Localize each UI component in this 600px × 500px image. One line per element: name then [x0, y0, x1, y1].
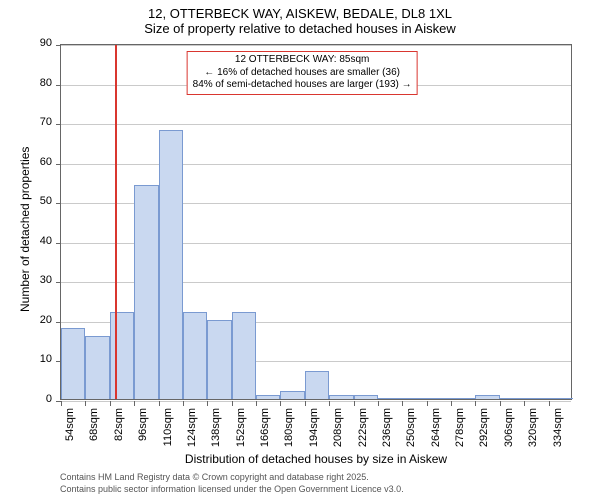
title-line-1: 12, OTTERBECK WAY, AISKEW, BEDALE, DL8 1…: [0, 6, 600, 21]
histogram-bar: [354, 395, 378, 399]
chart-container: 12, OTTERBECK WAY, AISKEW, BEDALE, DL8 1…: [0, 0, 600, 500]
x-tick-label: 166sqm: [259, 408, 271, 458]
x-tick-mark: [329, 401, 330, 406]
histogram-bar: [256, 395, 280, 399]
histogram-bar: [207, 320, 231, 399]
histogram-bar: [378, 398, 402, 399]
x-tick-label: 334sqm: [552, 408, 564, 458]
x-tick-mark: [451, 401, 452, 406]
histogram-bar: [329, 395, 353, 399]
x-tick-mark: [159, 401, 160, 406]
y-tick-mark: [56, 164, 61, 165]
x-tick-label: 292sqm: [478, 408, 490, 458]
histogram-bar: [305, 371, 329, 399]
y-tick-label: 10: [22, 353, 52, 365]
histogram-bar: [500, 398, 524, 399]
x-tick-label: 124sqm: [186, 408, 198, 458]
y-tick-label: 60: [22, 156, 52, 168]
x-tick-mark: [354, 401, 355, 406]
x-tick-mark: [402, 401, 403, 406]
histogram-bar: [475, 395, 499, 399]
x-tick-mark: [280, 401, 281, 406]
x-tick-label: 68sqm: [88, 408, 100, 458]
y-tick-mark: [56, 322, 61, 323]
x-tick-label: 194sqm: [308, 408, 320, 458]
x-tick-label: 250sqm: [405, 408, 417, 458]
x-tick-mark: [475, 401, 476, 406]
x-tick-mark: [85, 401, 86, 406]
y-tick-label: 30: [22, 274, 52, 286]
y-tick-label: 20: [22, 314, 52, 326]
x-tick-label: 138sqm: [210, 408, 222, 458]
histogram-bar: [110, 312, 134, 399]
x-tick-label: 306sqm: [503, 408, 515, 458]
y-tick-mark: [56, 282, 61, 283]
x-tick-label: 236sqm: [381, 408, 393, 458]
y-tick-label: 0: [22, 393, 52, 405]
y-tick-mark: [56, 85, 61, 86]
credit-line-2: Contains public sector information licen…: [60, 484, 404, 494]
x-tick-label: 278sqm: [454, 408, 466, 458]
histogram-bar: [451, 398, 475, 399]
x-tick-label: 208sqm: [332, 408, 344, 458]
grid-line: [61, 401, 571, 402]
grid-line: [61, 164, 571, 165]
y-tick-label: 50: [22, 195, 52, 207]
x-tick-label: 110sqm: [162, 408, 174, 458]
grid-line: [61, 45, 571, 46]
x-tick-mark: [524, 401, 525, 406]
x-tick-label: 180sqm: [283, 408, 295, 458]
annotation-box: 12 OTTERBECK WAY: 85sqm← 16% of detached…: [187, 51, 418, 95]
x-tick-mark: [232, 401, 233, 406]
x-tick-label: 264sqm: [430, 408, 442, 458]
histogram-bar: [159, 130, 183, 399]
x-tick-mark: [207, 401, 208, 406]
histogram-bar: [134, 185, 158, 399]
histogram-bar: [61, 328, 85, 399]
y-axis-label: Number of detached properties: [18, 147, 32, 312]
x-tick-mark: [549, 401, 550, 406]
histogram-bar: [427, 398, 451, 399]
histogram-bar: [524, 398, 548, 399]
credit-line-1: Contains HM Land Registry data © Crown c…: [60, 472, 369, 482]
x-tick-mark: [110, 401, 111, 406]
plot-area: 12 OTTERBECK WAY: 85sqm← 16% of detached…: [60, 44, 572, 400]
title-line-2: Size of property relative to detached ho…: [0, 21, 600, 36]
histogram-bar: [280, 391, 304, 399]
grid-line: [61, 124, 571, 125]
x-tick-mark: [305, 401, 306, 406]
histogram-bar: [549, 398, 573, 399]
histogram-bar: [232, 312, 256, 399]
x-tick-mark: [183, 401, 184, 406]
x-tick-mark: [378, 401, 379, 406]
x-tick-label: 152sqm: [235, 408, 247, 458]
y-tick-label: 70: [22, 116, 52, 128]
x-tick-label: 54sqm: [64, 408, 76, 458]
x-tick-mark: [61, 401, 62, 406]
x-tick-label: 82sqm: [113, 408, 125, 458]
annotation-line: ← 16% of detached houses are smaller (36…: [193, 67, 412, 80]
histogram-bar: [183, 312, 207, 399]
x-tick-label: 222sqm: [357, 408, 369, 458]
x-tick-label: 320sqm: [527, 408, 539, 458]
y-tick-mark: [56, 243, 61, 244]
x-tick-mark: [134, 401, 135, 406]
x-tick-mark: [256, 401, 257, 406]
y-tick-mark: [56, 124, 61, 125]
y-tick-mark: [56, 45, 61, 46]
y-tick-label: 40: [22, 235, 52, 247]
title-block: 12, OTTERBECK WAY, AISKEW, BEDALE, DL8 1…: [0, 0, 600, 36]
annotation-line: 12 OTTERBECK WAY: 85sqm: [193, 54, 412, 67]
reference-line: [115, 45, 117, 399]
x-tick-mark: [500, 401, 501, 406]
x-tick-label: 96sqm: [137, 408, 149, 458]
y-tick-mark: [56, 203, 61, 204]
x-tick-mark: [427, 401, 428, 406]
histogram-bar: [402, 398, 426, 399]
y-tick-label: 90: [22, 37, 52, 49]
histogram-bar: [85, 336, 109, 399]
annotation-line: 84% of semi-detached houses are larger (…: [193, 79, 412, 92]
y-tick-label: 80: [22, 77, 52, 89]
